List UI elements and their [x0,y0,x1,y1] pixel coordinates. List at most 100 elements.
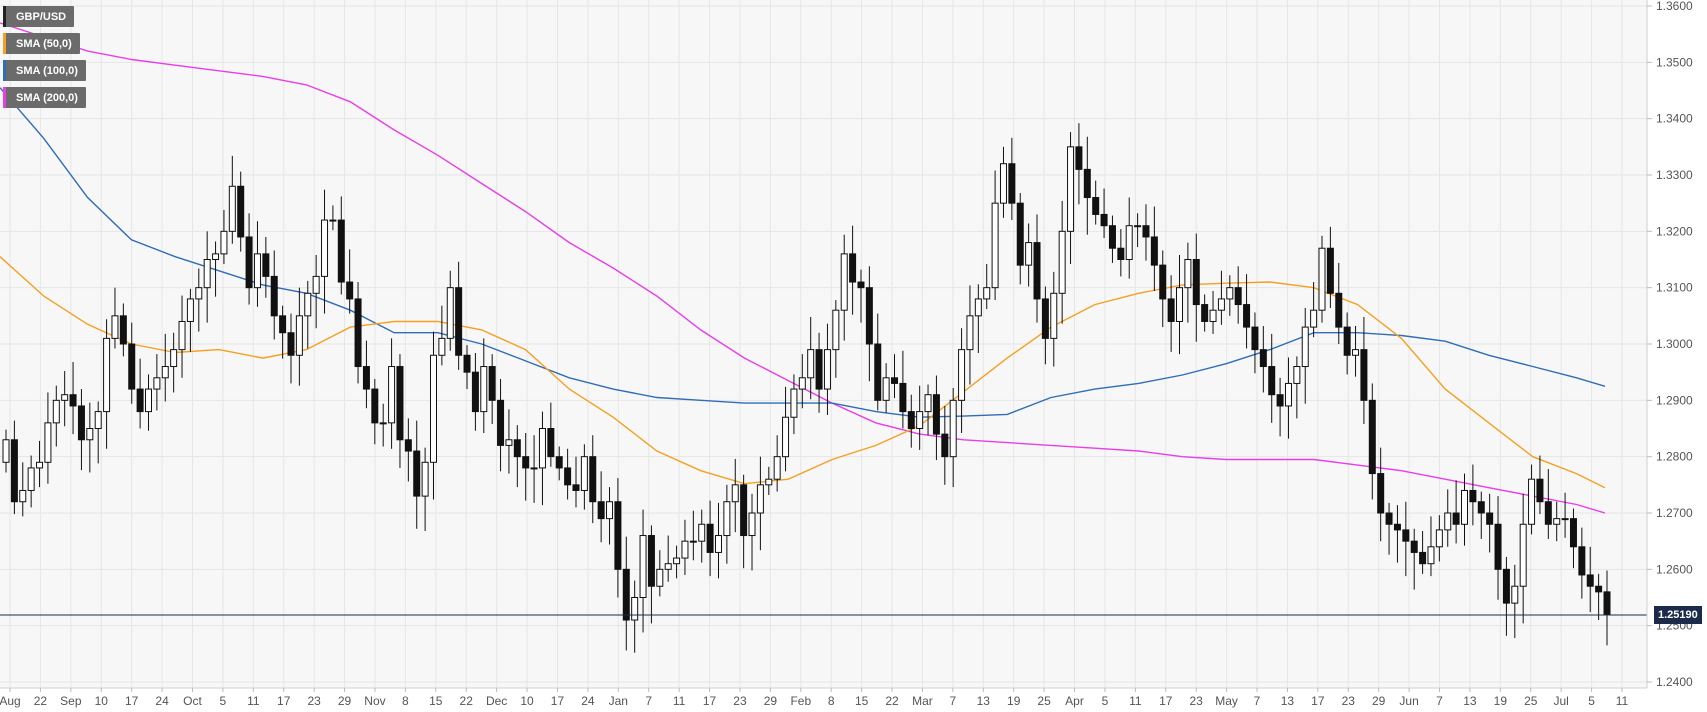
candle [1352,325,1360,377]
legend-swatch [3,60,6,81]
x-tick-label: 29 [764,694,778,708]
candle [1226,275,1234,316]
candle [1444,489,1452,547]
candle-body [1477,501,1485,514]
candle-body [413,450,421,497]
candle [899,350,907,429]
candle [647,525,655,624]
candle [1251,312,1259,374]
candle-body [622,568,630,621]
candle-body [1377,473,1385,514]
candle [949,387,957,488]
candle [1318,235,1326,323]
candle-body [1251,326,1259,351]
candle [446,270,454,351]
candle [228,155,236,244]
y-tick-label: 1.2700 [1656,506,1693,520]
x-tick-label: Oct [183,694,202,708]
x-tick-label: Aug [0,694,21,708]
candle [874,313,882,411]
x-tick-label: 10 [520,694,534,708]
candle [1477,491,1485,539]
candle [1150,206,1158,292]
candle-body [379,422,387,425]
candle [329,205,337,231]
candle-body [304,292,312,317]
x-tick-label: 11 [673,694,686,708]
candle [362,340,370,409]
candle [295,287,303,386]
legend-item-sma100[interactable]: SMA (100,0) [3,60,86,81]
candle-body [1335,292,1343,328]
candle [1142,204,1150,261]
candle-body [396,366,404,441]
candle [706,500,714,577]
candle-body [1385,512,1393,525]
candle-body [471,371,479,413]
candle [916,385,924,450]
x-tick-label: 17 [125,694,139,708]
candle-body [128,343,136,390]
candle-body [153,377,161,390]
candle-body [1033,242,1041,300]
legend-item-sma200[interactable]: SMA (200,0) [3,87,86,108]
candle [212,241,220,297]
candle [203,231,211,323]
x-tick-label: 7 [1254,694,1261,708]
candle-body [44,422,52,463]
y-tick-label: 1.3000 [1656,337,1693,351]
candle [513,425,521,488]
candle [1427,516,1435,577]
candle-body [61,394,69,401]
sma-50-path [0,256,1606,489]
x-tick-label: 17 [551,694,565,708]
candle-body [1293,366,1301,384]
y-tick-label: 1.3600 [1656,0,1693,13]
candle [1192,233,1200,342]
candle [1125,197,1133,279]
candle [983,264,991,310]
candle [1419,531,1427,574]
candle-body [270,275,278,317]
candle [815,332,823,413]
x-tick-label: 8 [828,694,835,708]
candle [119,303,127,357]
candle-body [86,428,94,441]
candle [1234,266,1242,324]
candle [103,319,111,449]
candle [186,288,194,352]
legend-item-gbpusd[interactable]: GBP/USD [3,6,75,27]
candle-body [1184,259,1192,289]
candle [907,394,915,448]
candle-body [723,501,731,537]
candle-body [438,337,446,356]
candle-body [455,287,463,356]
candle [966,285,974,385]
candle [681,519,689,575]
y-tick-label: 1.2400 [1656,675,1693,689]
candle-body [891,377,899,384]
candle-body [312,275,320,294]
candle [698,509,706,563]
candle-body [547,428,555,458]
candle-body [1343,326,1351,356]
candle [865,266,873,382]
candle [589,435,597,524]
candle-body [522,456,530,469]
candle-body [999,163,1007,204]
candle [1452,480,1460,544]
x-tick-label: Jan [609,694,628,708]
candle-body [262,253,270,277]
candle-body [2,439,10,463]
candle [1284,357,1292,439]
candle-body [874,343,882,401]
candle [1435,515,1443,562]
candle-body [773,456,781,480]
legend-item-sma50[interactable]: SMA (50,0) [3,33,80,54]
candle [346,249,354,314]
candle [1385,502,1393,555]
x-tick-label: Dec [486,694,507,708]
candle [19,462,27,517]
x-tick-label: 22 [34,694,48,708]
x-tick-label: 19 [1494,694,1508,708]
